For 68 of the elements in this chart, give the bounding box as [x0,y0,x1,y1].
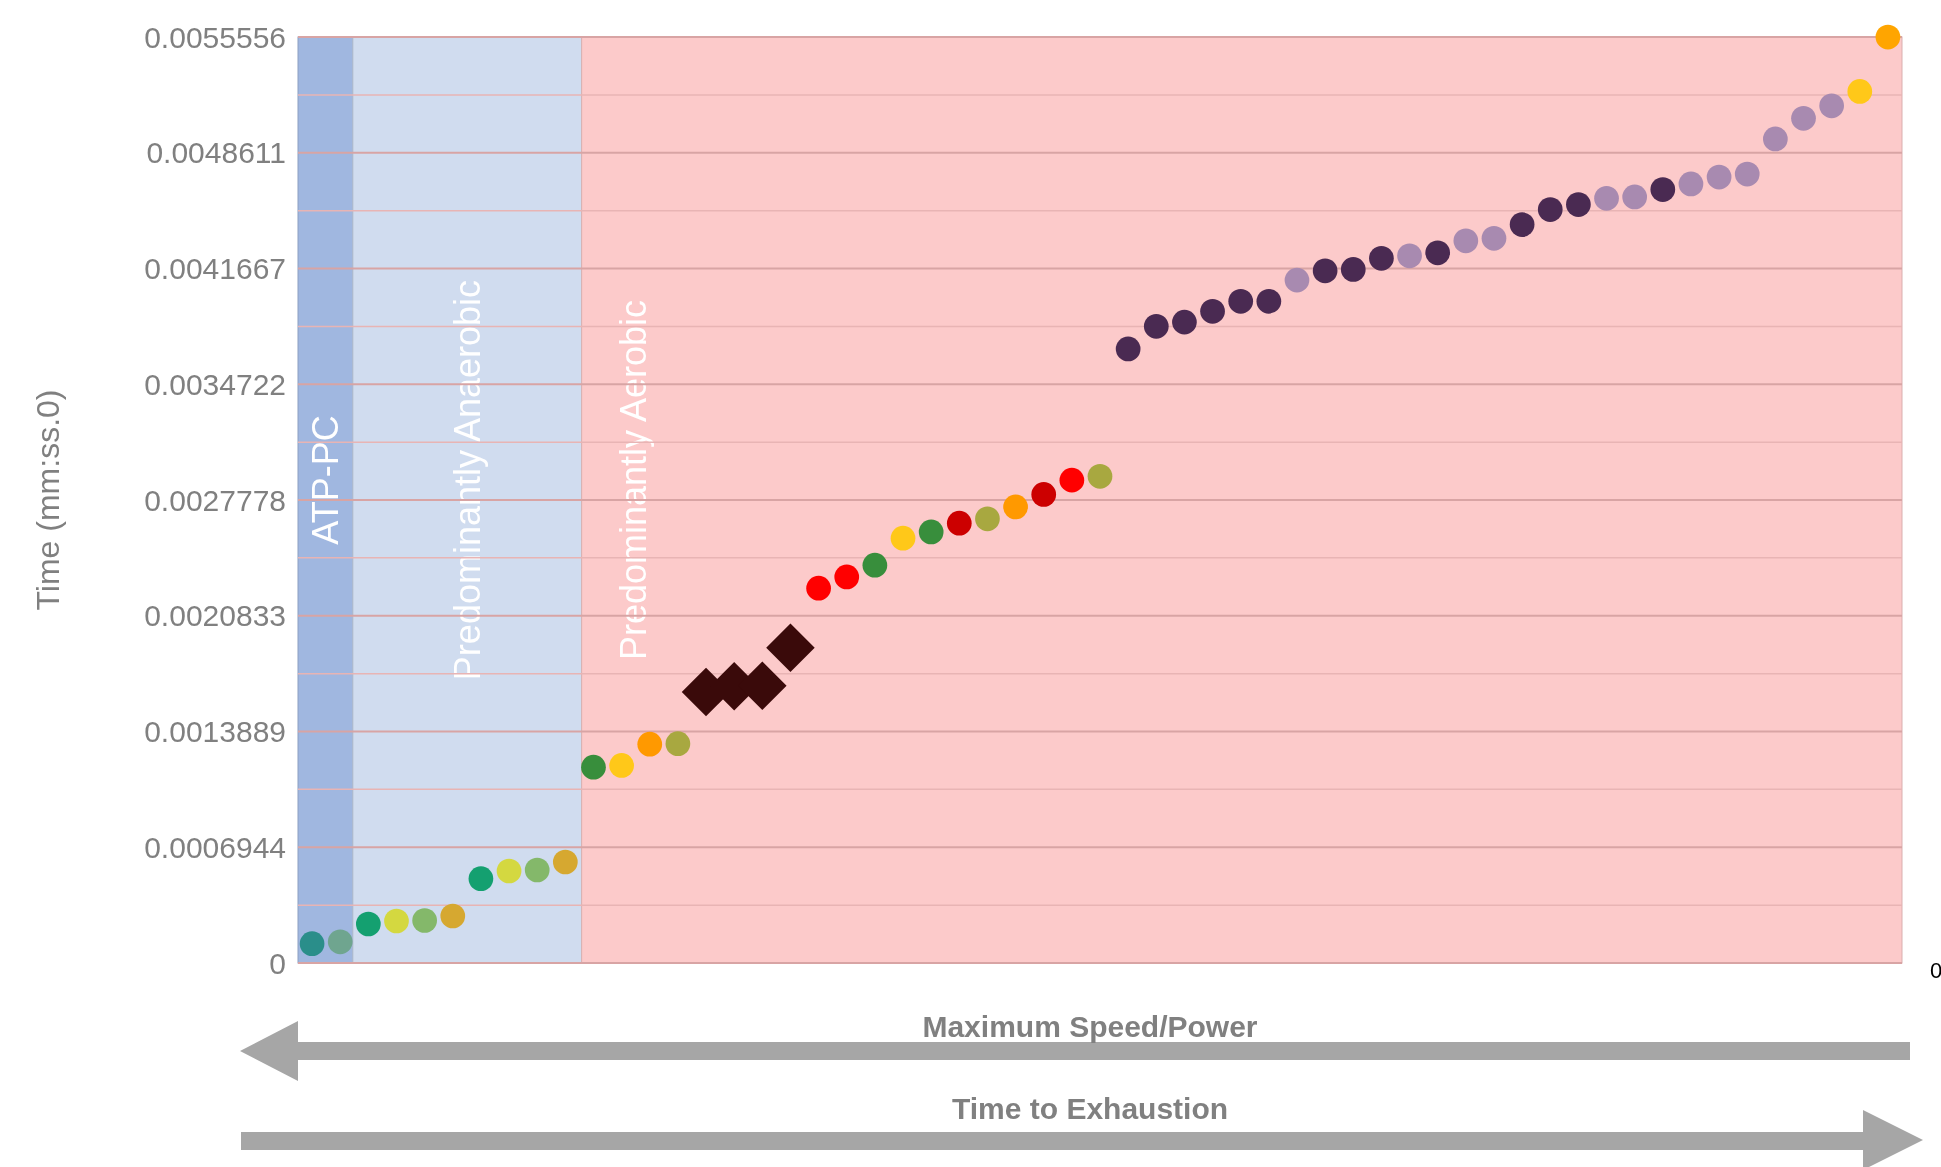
point [1284,267,1310,293]
y-tick-label: 0.0013889 [144,715,286,748]
point [440,903,466,929]
point [862,552,888,578]
point [1594,185,1619,211]
point [468,866,494,891]
point [1481,225,1507,251]
point [581,754,606,780]
point [1875,24,1901,50]
point [1678,171,1704,197]
point [637,731,663,757]
point [1312,258,1338,284]
y-tick-label: 0.0020833 [144,599,286,633]
point [1115,336,1141,362]
point [1256,288,1282,314]
point [1622,184,1648,210]
point [1453,228,1479,254]
point [890,525,916,551]
point [1819,93,1845,119]
point [1425,240,1451,266]
point [1369,245,1394,271]
y-axis-title: Time (mm:ss.0) [30,389,66,611]
point [1172,309,1197,335]
point [384,908,409,934]
point [1003,494,1028,520]
point [1397,243,1422,269]
point [1566,192,1591,217]
point [609,753,634,778]
point [834,564,860,590]
y-tick-label: 0.0041667 [144,252,286,285]
y-tick-label: 0.0034722 [144,367,286,401]
point [665,731,691,756]
point [299,931,325,956]
text: 0 [1929,957,1941,983]
point [1537,197,1563,222]
annotation: ATP-PC [304,415,346,545]
point [1734,161,1760,187]
point [806,575,831,601]
point [1650,177,1676,202]
y-tick-label: 0.0006944 [144,830,286,864]
point [496,858,522,884]
point [1200,298,1225,324]
point [524,857,550,883]
point [355,911,381,937]
point [1031,482,1057,507]
point [552,849,578,875]
text: Maximum Speed/Power [922,1009,1258,1043]
y-tick-label: 0 [269,946,286,980]
point [1143,313,1169,339]
point [918,519,944,545]
point [1087,463,1113,489]
point [946,510,972,536]
point [1509,212,1535,237]
y-tick-label: 0.0027778 [144,483,286,517]
point [1847,79,1873,104]
point [1791,105,1816,131]
point [1340,257,1366,282]
y-tick-label: 0.0055556 [144,20,286,54]
point [412,908,437,933]
point [975,506,1000,532]
point [327,929,353,955]
text: Time to Exhaustion [951,1091,1229,1125]
point [1763,126,1788,152]
y-tick-label: 0.0048611 [146,136,286,170]
point [1059,467,1085,493]
point [1706,164,1732,190]
point [766,623,815,672]
point [1228,288,1254,314]
